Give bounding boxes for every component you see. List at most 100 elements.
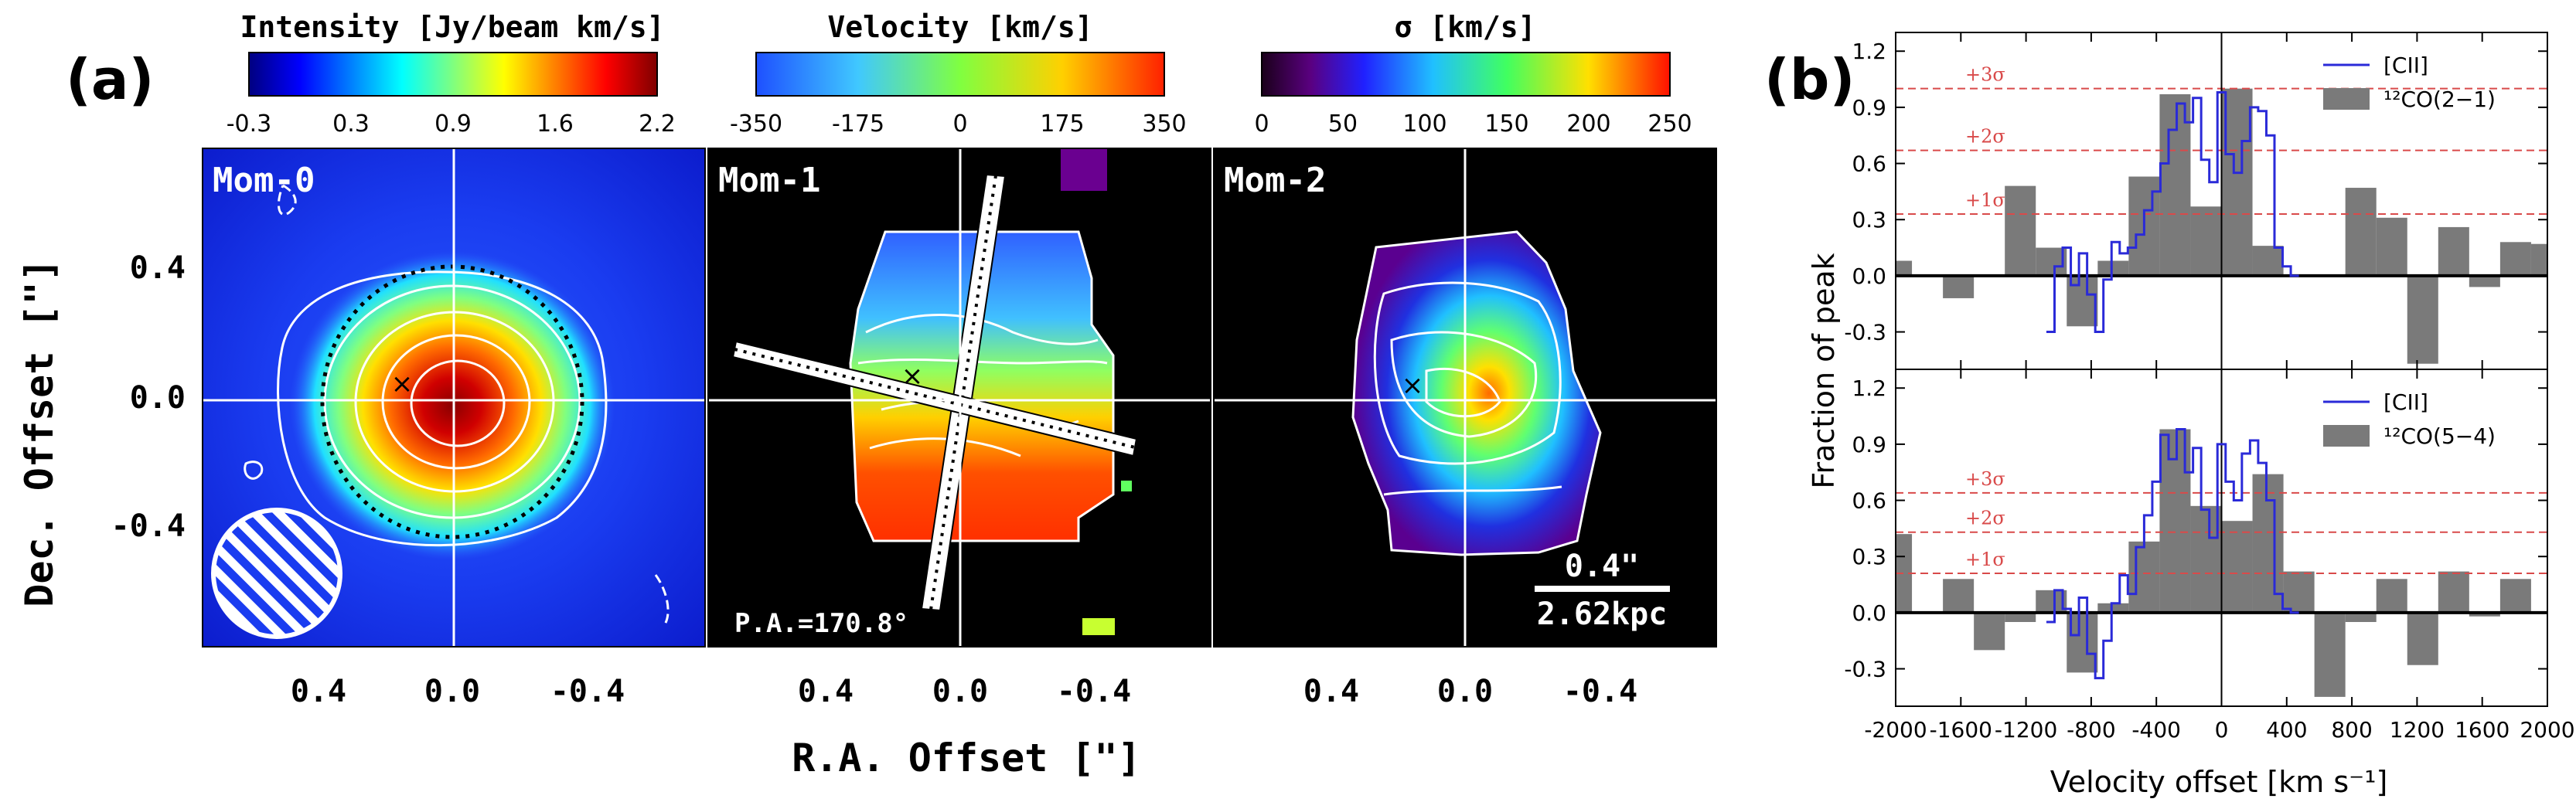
spectra: +1σ +2σ +3σ 1.2 0.9 0.6 0.3 0.0 -0.3 [CII] ¹²CO(2−… [1844, 32, 2575, 743]
spectrum-panel: +1σ +2σ +3σ 1.2 0.9 0.6 0.3 0.0 -0.3 -2000 -1600 -1… [1844, 369, 2575, 743]
legend-co-swatch [2323, 425, 2370, 447]
sigma-label: +3σ [1965, 468, 2005, 490]
colorbar-mom2: σ [km/s] 0 50 100 150 200 250 [1254, 10, 1692, 138]
y-tick-label: 0.0 [1852, 263, 1886, 289]
sigma-label: +2σ [1965, 126, 2005, 148]
colorbar-title: Velocity [km/s] [827, 10, 1092, 44]
beam-ellipse [211, 508, 342, 639]
legend-cii-label: [CII] [2383, 53, 2428, 78]
colorbar-tick: 1.6 [537, 110, 574, 138]
y-tick-label: -0.3 [1844, 657, 1886, 682]
legend-co-label: ¹²CO(2−1) [2383, 87, 2496, 112]
colorbar-tick: 175 [1040, 110, 1084, 138]
x-tick-label: 0.0 [424, 674, 480, 709]
colorbar-mom1: Velocity [km/s] -350 -175 0 175 350 [730, 10, 1187, 138]
co-bar [2499, 579, 2531, 613]
co-bar [2438, 226, 2469, 276]
colorbar-title: Intensity [Jy/beam km/s] [240, 10, 664, 44]
colorbar-tick: -0.3 [227, 110, 272, 138]
co-bar [2407, 612, 2438, 665]
colorbar-tick: 0 [1254, 110, 1269, 138]
map-mom1: × Mom-1 P.A.=170.8° [708, 148, 1211, 647]
colorbar-tick: -175 [832, 110, 884, 138]
sigma-label: +2σ [1965, 508, 2005, 529]
x-tick-label: 2000 [2520, 717, 2574, 743]
colorbar-tick: 0.9 [434, 110, 472, 138]
peak-marker-icon: × [1402, 370, 1424, 401]
co-bar [2128, 541, 2160, 613]
co-bar [2376, 579, 2407, 613]
peak-marker-icon: × [391, 369, 414, 399]
x-tick-label: 0.0 [1437, 674, 1493, 709]
spectrum-panel: +1σ +2σ +3σ 1.2 0.9 0.6 0.3 0.0 -0.3 [CII] ¹²CO(2−… [1844, 32, 2548, 370]
y-tick-label: 1.2 [1852, 39, 1886, 64]
x-tick-label: 0.4 [291, 674, 346, 709]
x-tick-labels: 0.4 0.0 -0.4 0.4 0.0 -0.4 0.4 0.0 -0.4 [291, 674, 1637, 709]
x-tick-label: -2000 [1864, 717, 1927, 743]
colorbar-mom0: Intensity [Jy/beam km/s] -0.3 0.3 0.9 1.… [227, 10, 676, 138]
colorbar-tick: 100 [1402, 110, 1446, 138]
colorbar-tick: 150 [1484, 110, 1528, 138]
y-tick-label: 0.3 [1852, 207, 1886, 233]
colorbar-tick: -350 [730, 110, 782, 138]
co-bar [2252, 474, 2284, 613]
co-bar [1896, 534, 1913, 613]
map-mom0: × Mom-0 [203, 148, 705, 647]
co-bar [2407, 275, 2438, 364]
x-tick-label: 0.4 [1303, 674, 1359, 709]
y-tick-label: 1.2 [1852, 376, 1886, 401]
colorbar-tick: 250 [1647, 110, 1692, 138]
co-bar [2005, 185, 2036, 276]
x-tick-label: 400 [2266, 717, 2307, 743]
co-bar [1943, 275, 1975, 298]
x-tick-label: 1600 [2455, 717, 2510, 743]
scale-bar-angular: 0.4" [1565, 549, 1639, 584]
cii-spectrum-line [2046, 428, 2299, 680]
panel-b: (b) Fraction of peak Velocity offset [km… [1764, 32, 2575, 799]
peak-marker-icon: × [901, 361, 924, 392]
panel-a-label: (a) [66, 47, 154, 112]
x-tick-label: 0.4 [798, 674, 854, 709]
colorbar-tick: 200 [1566, 110, 1610, 138]
x-tick-label: 0.0 [932, 674, 988, 709]
co-bar [2499, 242, 2531, 276]
x-tick-label: -800 [2067, 717, 2116, 743]
co-bar [2283, 571, 2315, 613]
co-bar [2005, 612, 2036, 622]
colorbar-tick: 350 [1142, 110, 1186, 138]
y-axis-label: Fraction of peak [1807, 253, 1841, 488]
co-bar [1943, 579, 1975, 613]
co-bar [1974, 612, 2005, 651]
y-tick-label: 0.9 [1852, 95, 1886, 121]
co-bar [1896, 260, 1913, 276]
co-bar [2469, 612, 2500, 617]
pa-annotation: P.A.=170.8° [734, 608, 908, 639]
co-bar [2190, 206, 2222, 276]
y-tick-labels: 0.4 0.0 -0.4 [111, 250, 186, 544]
y-tick-label: 0.3 [1852, 544, 1886, 569]
map-label: Mom-1 [718, 161, 820, 200]
co-bar [2252, 246, 2284, 276]
x-tick-label: -1600 [1930, 717, 1992, 743]
colorbar-tick: 0 [952, 110, 967, 138]
x-tick-label: -1200 [1995, 717, 2057, 743]
co-bar [2097, 603, 2129, 613]
colorbar-title: σ [km/s] [1394, 10, 1535, 44]
colorbar-tick: 0.3 [332, 110, 370, 138]
x-axis-label: R.A. Offset ["] [792, 736, 1141, 780]
co-bar [2438, 571, 2469, 613]
x-tick-label: -0.4 [1057, 674, 1131, 709]
scale-bar [1535, 586, 1670, 592]
y-tick-label: 0.0 [1852, 600, 1886, 626]
legend-co-swatch [2323, 88, 2370, 110]
x-tick-label: 800 [2331, 717, 2372, 743]
legend-cii-label: [CII] [2383, 389, 2428, 415]
x-axis-label: Velocity offset [km s⁻¹] [2050, 765, 2388, 799]
scale-bar-physical: 2.62kpc [1537, 597, 1668, 632]
x-tick-label: -0.4 [1563, 674, 1637, 709]
sigma-label: +1σ [1965, 549, 2005, 570]
y-tick-label: 0.6 [1852, 151, 1886, 177]
map-mom2: × Mom-2 0.4" 2.62kpc [1214, 148, 1716, 647]
co-bar [2376, 217, 2407, 276]
colorbar-tick: 2.2 [639, 110, 676, 138]
